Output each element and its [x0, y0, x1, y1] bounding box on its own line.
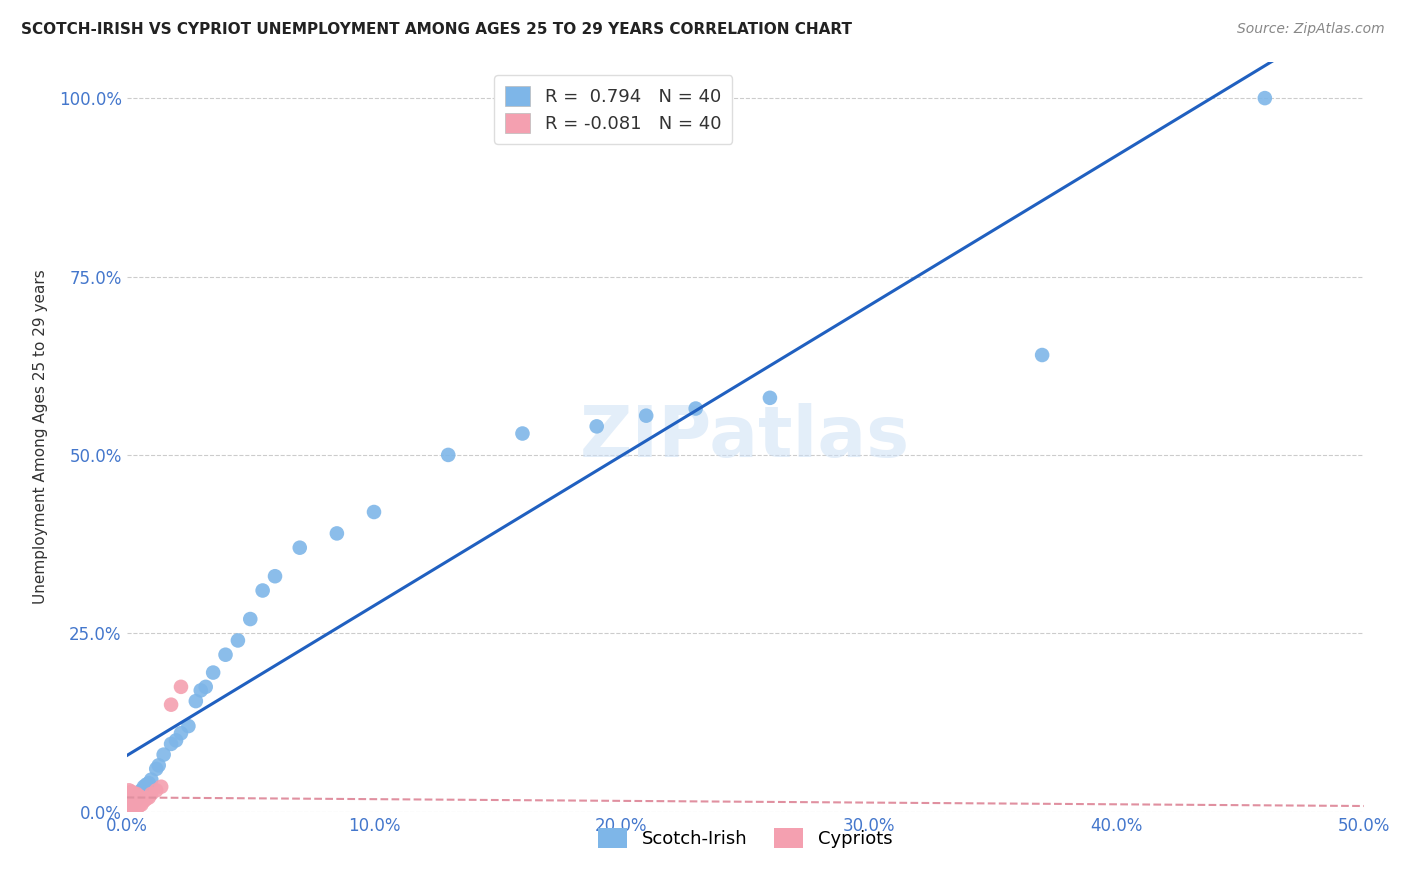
Point	[125, 792, 148, 806]
Point	[121, 799, 143, 814]
Point	[122, 799, 145, 814]
Point	[160, 737, 183, 751]
Point	[122, 793, 145, 807]
Point	[138, 776, 160, 790]
Point	[160, 698, 183, 712]
Point	[128, 789, 150, 803]
Point	[118, 801, 141, 815]
Point	[118, 801, 141, 815]
Point	[145, 783, 167, 797]
Point	[141, 787, 163, 801]
Point	[122, 794, 145, 808]
Point	[118, 787, 141, 801]
Text: Source: ZipAtlas.com: Source: ZipAtlas.com	[1237, 22, 1385, 37]
Point	[150, 780, 173, 794]
Point	[125, 794, 148, 808]
Point	[118, 797, 141, 812]
Point	[131, 790, 153, 805]
Text: SCOTCH-IRISH VS CYPRIOT UNEMPLOYMENT AMONG AGES 25 TO 29 YEARS CORRELATION CHART: SCOTCH-IRISH VS CYPRIOT UNEMPLOYMENT AMO…	[21, 22, 852, 37]
Point	[121, 801, 143, 815]
Point	[121, 799, 143, 814]
Point	[128, 799, 150, 814]
Point	[264, 569, 287, 583]
Point	[363, 505, 385, 519]
Point	[239, 612, 262, 626]
Point	[132, 780, 155, 794]
Point	[128, 787, 150, 801]
Point	[118, 794, 141, 808]
Point	[135, 778, 157, 792]
Point	[118, 792, 141, 806]
Point	[122, 796, 145, 810]
Point	[118, 796, 141, 810]
Point	[437, 448, 460, 462]
Point	[125, 790, 148, 805]
Point	[118, 783, 141, 797]
Point	[170, 726, 193, 740]
Point	[125, 790, 148, 805]
Point	[135, 792, 157, 806]
Point	[121, 796, 143, 810]
Point	[138, 790, 160, 805]
Point	[194, 680, 217, 694]
Point	[165, 733, 187, 747]
Point	[759, 391, 782, 405]
Point	[121, 785, 143, 799]
Point	[121, 797, 143, 812]
Point	[512, 426, 534, 441]
Point	[131, 783, 153, 797]
Y-axis label: Unemployment Among Ages 25 to 29 years: Unemployment Among Ages 25 to 29 years	[32, 269, 48, 605]
Point	[152, 747, 174, 762]
Point	[122, 796, 145, 810]
Point	[122, 787, 145, 801]
Point	[121, 794, 143, 808]
Point	[202, 665, 225, 680]
Point	[121, 792, 143, 806]
Point	[131, 797, 153, 812]
Point	[118, 790, 141, 805]
Point	[121, 789, 143, 803]
Point	[122, 790, 145, 805]
Point	[288, 541, 311, 555]
Text: ZIPatlas: ZIPatlas	[581, 402, 910, 472]
Point	[118, 799, 141, 814]
Point	[122, 801, 145, 815]
Point	[184, 694, 207, 708]
Point	[190, 683, 212, 698]
Point	[636, 409, 658, 423]
Point	[145, 762, 167, 776]
Point	[148, 758, 170, 772]
Point	[177, 719, 200, 733]
Point	[141, 772, 163, 787]
Point	[125, 787, 148, 801]
Point	[125, 801, 148, 815]
Point	[128, 794, 150, 808]
Point	[252, 583, 274, 598]
Point	[226, 633, 249, 648]
Point	[1254, 91, 1277, 105]
Point	[685, 401, 707, 416]
Point	[170, 680, 193, 694]
Point	[125, 797, 148, 812]
Point	[1031, 348, 1053, 362]
Point	[585, 419, 607, 434]
Legend: Scotch-Irish, Cypriots: Scotch-Irish, Cypriots	[591, 821, 900, 855]
Point	[214, 648, 236, 662]
Point	[326, 526, 349, 541]
Point	[132, 794, 155, 808]
